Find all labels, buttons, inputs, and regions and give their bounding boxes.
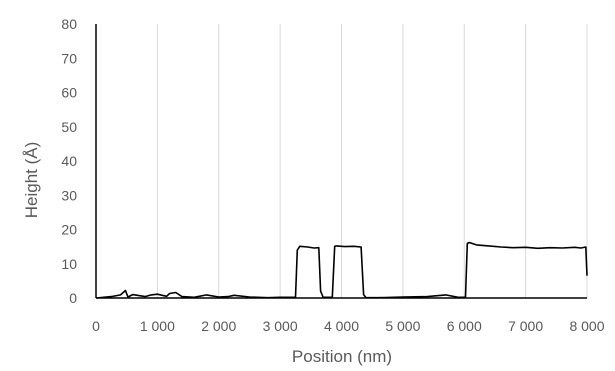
y-tick-label: 10 xyxy=(61,256,77,272)
x-axis-label: Position (nm) xyxy=(292,347,392,366)
y-tick-label: 40 xyxy=(61,153,77,169)
x-tick-label: 2 000 xyxy=(201,318,236,334)
x-tick-label: 8 000 xyxy=(569,318,604,334)
axes xyxy=(95,24,587,299)
series-layer xyxy=(95,241,588,299)
x-tick-label: 5 000 xyxy=(385,318,420,334)
y-tick-labels: 0 10 20 30 40 50 60 70 80 xyxy=(61,16,77,306)
y-tick-label: 60 xyxy=(61,85,77,101)
y-tick-label: 0 xyxy=(69,290,77,306)
y-tick-label: 20 xyxy=(61,222,77,238)
y-axis-label: Height (Å) xyxy=(22,142,41,219)
x-tick-label: 1 000 xyxy=(140,318,175,334)
gridlines xyxy=(156,24,588,298)
x-tick-label: 3 000 xyxy=(263,318,298,334)
series-line-0 xyxy=(95,241,588,299)
x-tick-label: 7 000 xyxy=(508,318,543,334)
y-tick-label: 70 xyxy=(61,50,77,66)
x-tick-label: 4 000 xyxy=(324,318,359,334)
y-tick-label: 50 xyxy=(61,119,77,135)
y-tick-label: 30 xyxy=(61,187,77,203)
y-tick-label: 80 xyxy=(61,16,77,32)
x-tick-labels: 0 1 000 2 000 3 000 4 000 5 000 6 000 7 000 8 00… xyxy=(92,318,605,334)
x-tick-label: 0 xyxy=(92,318,100,334)
x-tick-label: 6 000 xyxy=(447,318,482,334)
